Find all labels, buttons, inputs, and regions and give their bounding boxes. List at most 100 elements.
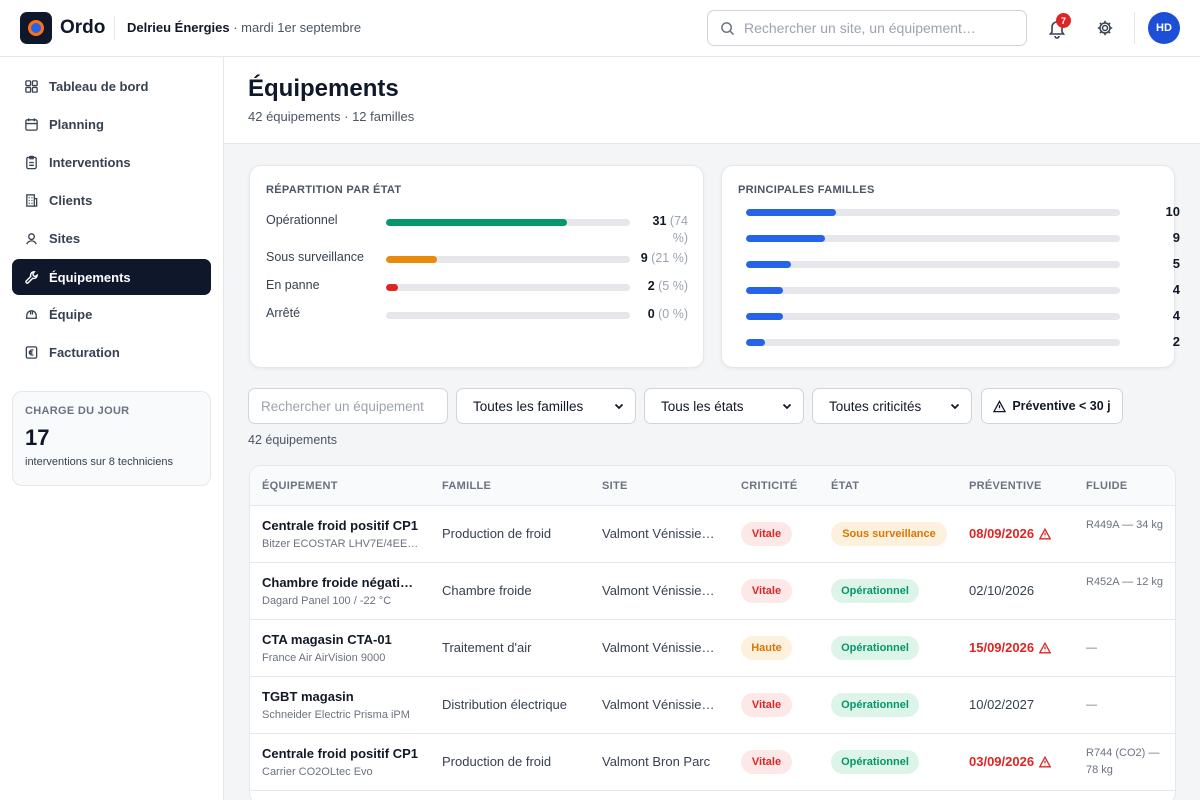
table-row[interactable]: Centrale froid positif CP1 Bitzer ECOSTA…	[250, 506, 1175, 563]
state-count: 31	[652, 214, 667, 228]
family-row: 5	[746, 256, 1180, 273]
daily-load-value: 17	[25, 425, 50, 450]
sidebar-item-sites[interactable]: Sites	[12, 220, 211, 256]
sidebar-item-planning[interactable]: Planning	[12, 106, 211, 142]
state-label: En panne	[266, 278, 320, 292]
sidebar-item-dashboard[interactable]: Tableau de bord	[12, 68, 211, 104]
equipment-model: Carrier CO2OLtec Evo	[262, 766, 373, 778]
state-count: 0	[647, 307, 655, 321]
state-count: 9	[640, 251, 648, 265]
state-label: Opérationnel	[266, 213, 338, 227]
states-card-title: RÉPARTITION PAR ÉTAT	[266, 184, 402, 196]
state-count: 2	[647, 279, 655, 293]
column-header-equipement[interactable]: ÉQUIPEMENT	[262, 480, 338, 492]
page-header: Équipements 42 équipements · 12 familles	[224, 57, 1200, 144]
clipboard-icon	[26, 155, 37, 169]
calendar-icon	[25, 117, 38, 131]
family-bar-track	[746, 261, 1120, 268]
global-search-input[interactable]	[744, 20, 1014, 36]
app-logo[interactable]	[20, 12, 52, 44]
equipment-name[interactable]: Chambre froide négati…	[262, 575, 413, 590]
state-badge: Opérationnel	[831, 750, 919, 774]
state-percent: (0 %)	[654, 307, 688, 321]
column-header-preventive[interactable]: PRÉVENTIVE	[969, 480, 1042, 492]
equipment-fluid: R744 (CO2) — 78 kg	[1086, 747, 1160, 776]
sidebar-item-label: Équipe	[49, 306, 93, 322]
equipment-name[interactable]: TGBT magasin	[262, 689, 354, 704]
sidebar-item-equipe[interactable]: Équipe	[12, 296, 211, 332]
company-context: Delrieu Énergies · mardi 1er septembre	[127, 20, 361, 35]
equipment-search-input[interactable]	[248, 388, 448, 424]
criticity-filter-value: Toutes criticités	[829, 398, 922, 414]
sidebar-item-equipements[interactable]: Équipements	[12, 259, 211, 295]
warning-icon	[1039, 641, 1052, 653]
sidebar-item-interventions[interactable]: Interventions	[12, 144, 211, 180]
equipment-family: Traitement d'air	[442, 640, 532, 655]
warning-icon	[993, 399, 1007, 412]
sidebar-item-clients[interactable]: Clients	[12, 182, 211, 218]
family-row: 2	[746, 334, 1180, 351]
family-count: 2	[1172, 334, 1180, 349]
equipment-name[interactable]: Centrale froid positif CP1	[262, 518, 419, 533]
equipment-fluid: —	[1086, 642, 1097, 654]
criticity-filter-select[interactable]: Toutes criticités	[812, 388, 972, 424]
page-title: Équipements	[248, 75, 399, 102]
equipment-family: Production de froid	[442, 526, 552, 541]
column-header-fluide[interactable]: FLUIDE	[1086, 480, 1128, 492]
family-filter-value: Toutes les familles	[473, 398, 584, 414]
criticity-badge: Vitale	[741, 750, 792, 774]
families-card-title: PRINCIPALES FAMILLES	[738, 184, 875, 196]
equipment-model: Bitzer ECOSTAR LHV7E/4EE…	[262, 538, 419, 550]
families-card: PRINCIPALES FAMILLES 10 9 5 4 4 2	[721, 165, 1180, 368]
criticity-badge: Vitale	[741, 579, 792, 603]
warning-icon	[1039, 755, 1052, 767]
family-bar-fill	[746, 261, 791, 268]
column-header-etat[interactable]: ÉTAT	[831, 480, 860, 492]
gear-icon[interactable]	[1096, 19, 1114, 37]
state-filter-select[interactable]: Tous les états	[644, 388, 804, 424]
state-badge: Opérationnel	[831, 636, 919, 660]
sidebar-item-facturation[interactable]: Facturation	[12, 334, 211, 370]
family-bar-track	[746, 287, 1120, 294]
sidebar: Tableau de bord Planning Interventions C…	[0, 57, 224, 800]
table-row[interactable]: Chambre froide négati… Dagard Panel 100 …	[250, 563, 1175, 620]
table-row[interactable]: CTA magasin CTA-01 France Air AirVision …	[250, 620, 1175, 677]
family-filter-select[interactable]: Toutes les familles	[456, 388, 636, 424]
global-search[interactable]	[707, 10, 1027, 46]
equipment-table: ÉQUIPEMENT FAMILLE SITE CRITICITÉ ÉTAT P…	[249, 465, 1176, 800]
preventive-date: 02/10/2026	[969, 583, 1034, 598]
sidebar-item-label: Facturation	[49, 344, 120, 360]
column-header-site[interactable]: SITE	[602, 480, 628, 492]
daily-load-subtitle: interventions sur 8 techniciens	[25, 456, 173, 468]
brand-name: Ordo	[60, 17, 106, 38]
state-value: 31 (74 %)	[638, 213, 688, 247]
family-row: 4	[746, 282, 1180, 299]
family-count: 4	[1172, 308, 1180, 323]
column-header-famille[interactable]: FAMILLE	[442, 480, 492, 492]
preventive-date: 15/09/2026	[969, 640, 1052, 655]
column-header-criticite[interactable]: CRITICITÉ	[741, 480, 798, 492]
preventive-filter-button[interactable]: Préventive < 30 j	[981, 388, 1123, 424]
equipment-name[interactable]: Centrale froid positif CP1	[262, 746, 419, 761]
user-avatar[interactable]: HD	[1148, 12, 1180, 44]
criticity-badge: Haute	[741, 636, 792, 660]
results-count: 42 équipements	[248, 433, 337, 447]
state-label: Arrêté	[266, 306, 301, 320]
equipment-name[interactable]: CTA magasin CTA-01	[262, 632, 392, 647]
equipment-model: Dagard Panel 100 / -22 °C	[262, 595, 392, 607]
chevron-down-icon	[782, 403, 792, 410]
table-row[interactable]: Centrale froid positif CP1 Carrier CO2OL…	[250, 734, 1175, 791]
equipment-model: France Air AirVision 9000	[262, 652, 386, 664]
wrench-icon	[25, 270, 38, 284]
equipment-fluid: R452A — 12 kg	[1086, 576, 1164, 588]
preventive-date: 10/02/2027	[969, 697, 1034, 712]
hard-hat-icon	[25, 309, 38, 319]
sidebar-item-label: Interventions	[49, 154, 131, 170]
daily-load-card: CHARGE DU JOUR 17 interventions sur 8 te…	[12, 391, 211, 486]
state-percent: (74 %)	[666, 214, 688, 245]
family-bar-fill	[746, 339, 765, 346]
sidebar-item-label: Sites	[49, 230, 81, 246]
equipment-site: Valmont Vénissie…	[602, 583, 715, 598]
equipment-family: Chambre froide	[442, 583, 532, 598]
table-row[interactable]: TGBT magasin Schneider Electric Prisma i…	[250, 677, 1175, 734]
